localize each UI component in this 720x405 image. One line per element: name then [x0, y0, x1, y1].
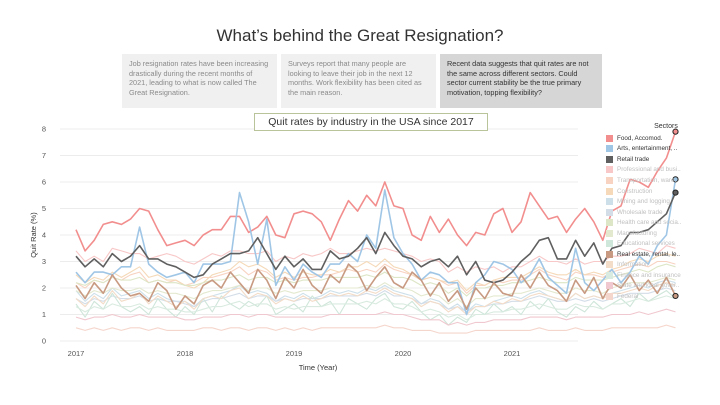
legend-item-mining-and-logging[interactable]: Mining and logging — [606, 196, 716, 207]
series-line-manufacturing — [75, 276, 676, 308]
legend-swatch — [606, 229, 613, 237]
series-line-information — [75, 282, 676, 316]
series-line-real-estate-rental-le — [75, 263, 677, 310]
y-tick-label: 1 — [42, 310, 46, 319]
legend-swatch — [606, 292, 613, 300]
page-title: What’s behind the Great Resignation? — [216, 26, 504, 45]
y-axis-title: Quit Rate (%) — [29, 212, 38, 258]
legend-label: Transportation, ware.. — [617, 176, 679, 184]
legend-swatch — [606, 250, 613, 258]
story-card-2[interactable]: Surveys report that many people are look… — [281, 54, 436, 108]
y-tick-label: 3 — [42, 257, 46, 266]
series-line-food-accomod — [75, 131, 677, 252]
y-tick-label: 4 — [42, 231, 46, 240]
legend-swatch — [606, 261, 613, 269]
legend-item-health-care-and-socia[interactable]: Health care and socia.. — [606, 217, 716, 228]
legend-title: Sectors — [654, 123, 678, 130]
legend-item-wholesale-trade[interactable]: Wholesale trade — [606, 207, 716, 218]
legend-swatch — [606, 176, 613, 184]
legend-label: Mining and logging — [617, 198, 670, 206]
series-line-wholesale-trade — [75, 287, 676, 313]
legend-label: Information — [617, 261, 649, 269]
legend-swatch — [606, 271, 613, 279]
legend-label: Wholesale trade — [617, 208, 663, 216]
chart-title: Quit rates by industry in the USA since … — [254, 113, 488, 131]
end-point-retail-trade — [672, 189, 679, 196]
legend-item-professional-and-busi[interactable]: Professional and busi.. — [606, 165, 716, 176]
legend-label: Construction — [617, 187, 653, 195]
series-line-retail-trade — [75, 192, 677, 284]
legend-item-retail-trade[interactable]: Retail trade — [606, 154, 716, 165]
legend-item-finance-and-insurance[interactable]: Finance and insurance — [606, 270, 716, 281]
y-tick-label: 7 — [42, 151, 46, 160]
legend-label: Manufacturing — [617, 229, 657, 237]
y-tick-label: 5 — [42, 204, 46, 213]
legend-swatch — [606, 134, 613, 142]
end-point-food-accomod — [672, 128, 679, 135]
y-tick-label: 0 — [42, 337, 46, 346]
y-tick-label: 2 — [42, 284, 46, 293]
legend-item-manufacturing[interactable]: Manufacturing — [606, 228, 716, 239]
legend-label: Arts, entertainment, .. — [617, 145, 678, 153]
legend-item-federal[interactable]: Federal — [606, 291, 716, 302]
legend-label: Professional and busi.. — [617, 166, 681, 174]
legend-swatch — [606, 187, 613, 195]
legend-swatch — [606, 155, 613, 163]
legend-swatch — [606, 219, 613, 227]
legend-item-real-estate-rental-le[interactable]: Real estate, rental, le.. — [606, 249, 716, 260]
series-line-arts-entertainment — [75, 179, 677, 316]
legend-swatch — [606, 166, 613, 174]
x-tick-label: 2020 — [395, 349, 412, 358]
legend-swatch — [606, 208, 613, 216]
legend-label: Educational services — [617, 240, 675, 248]
end-point-arts-entertainment — [672, 176, 679, 183]
x-tick-label: 2018 — [177, 349, 194, 358]
legend-swatch — [606, 240, 613, 248]
y-tick-label: 8 — [42, 125, 46, 134]
legend-label: Real estate, rental, le.. — [617, 250, 681, 258]
story-card-1[interactable]: Job resignation rates have been increasi… — [122, 54, 277, 108]
legend-item-arts-entertainment[interactable]: Arts, entertainment, .. — [606, 144, 716, 155]
legend-label: Finance and insurance — [617, 271, 681, 279]
end-point-real-estate-rental-le — [672, 292, 679, 300]
legend-swatch — [606, 145, 613, 153]
story-card-3[interactable]: Recent data suggests that quit rates are… — [440, 54, 602, 108]
x-tick-label: 2019 — [286, 349, 303, 358]
series-line-construction — [75, 253, 676, 292]
legend-item-transportation-ware[interactable]: Transportation, ware.. — [606, 175, 716, 186]
series-line-federal — [75, 324, 676, 334]
series-line-professional-and-busi — [75, 245, 676, 273]
legend-label: Federal — [617, 292, 639, 300]
legend-item-educational-services[interactable]: Educational services — [606, 238, 716, 249]
x-tick-label: 2017 — [68, 349, 85, 358]
x-tick-label: 2021 — [504, 349, 521, 358]
x-axis-title: Time (Year) — [299, 363, 338, 372]
legend: Sectors Food, Accomod. Arts, entertainmen… — [606, 123, 716, 302]
legend-swatch — [606, 282, 613, 290]
legend-label: Health care and socia.. — [617, 219, 682, 227]
legend-item-information[interactable]: Information — [606, 260, 716, 271]
legend-swatch — [606, 198, 613, 206]
series-line-state-and-local-gover — [75, 308, 676, 326]
y-tick-label: 6 — [42, 178, 46, 187]
legend-label: Food, Accomod. — [617, 134, 663, 142]
legend-label: State and local gover.. — [617, 282, 680, 290]
legend-item-construction[interactable]: Construction — [606, 186, 716, 197]
legend-label: Retail trade — [617, 155, 650, 163]
legend-item-state-and-local-gover[interactable]: State and local gover.. — [606, 281, 716, 292]
legend-item-food-accomod[interactable]: Food, Accomod. — [606, 133, 716, 144]
